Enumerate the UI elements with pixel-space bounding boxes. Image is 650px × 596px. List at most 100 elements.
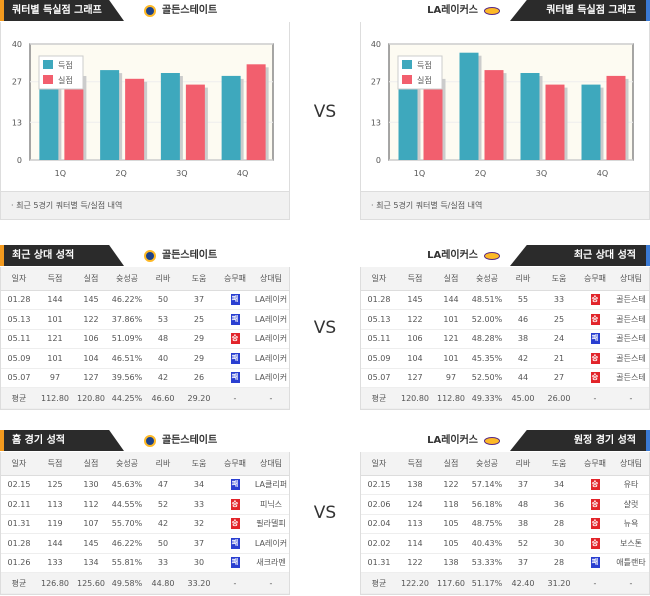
bar-득점 [221,75,241,160]
bar-실점 [545,84,565,160]
legend-label: 득점 [58,60,73,70]
result-cell: 승 [577,475,613,495]
table-cell: 53 [145,309,181,330]
table-cell: LA클리퍼 [253,475,289,495]
table-cell: 51.09% [109,329,145,349]
legend-label: 실점 [417,75,432,85]
column-header: 실점 [433,452,469,476]
average-cell: - [613,387,649,409]
table-cell: 47 [145,475,181,495]
bar-실점 [64,73,84,160]
table-cell: 05.09 [1,348,37,369]
gsw-logo-icon [144,434,156,447]
team-label: LA레이커스 [427,245,500,266]
table-row: 02.11 113 112 44.55% 52 33 승 피닉스 [1,494,289,515]
average-cell: 120.80 [73,387,109,409]
result-cell: 승 [217,329,253,349]
lakers-logo-icon [484,251,500,260]
average-cell: 46.60 [145,387,181,409]
table-row: 02.04 113 105 48.75% 38 28 승 뉴욕 [361,514,649,534]
result-cell: 패 [217,368,253,388]
table-cell: 골든스테 [613,368,649,388]
table-cell: 46.22% [109,533,145,554]
table-row: 02.15 138 122 57.14% 37 34 승 유타 [361,475,649,495]
legend-swatch [43,75,53,84]
average-cell: 49.33% [469,387,505,409]
result-cell: 패 [217,553,253,573]
average-cell: 45.00 [505,387,541,409]
table-cell: 33 [541,290,577,310]
table-cell: 애틀랜타 [613,553,649,573]
table-cell: 55.70% [109,514,145,534]
loss-badge: 패 [230,313,240,325]
section-title: 원정 경기 성적 [510,430,650,451]
table-cell: 127 [73,368,109,388]
table-cell: 48.51% [469,290,505,310]
table-cell: 119 [37,514,73,534]
table-cell: 24 [541,329,577,349]
table-cell: 뉴욕 [613,514,649,534]
column-header: 일자 [361,267,397,291]
x-tick-label: 1Q [414,169,425,178]
table-header: 일자 득점 실점 슛성공 리바 도움 승무패 상대팀 [361,452,649,476]
loss-badge: 패 [230,372,240,384]
table-cell: 01.31 [1,514,37,534]
column-header: 득점 [397,267,433,291]
win-badge: 승 [590,498,600,510]
table-cell: 37 [181,290,217,310]
table-cell: 121 [37,329,73,349]
table-cell: 36 [541,494,577,515]
result-cell: 승 [577,309,613,330]
x-tick-label: 4Q [237,169,248,178]
table-cell: LA레이커 [253,329,289,349]
table-section: 최근 상대 성적 골든스테이트 일자 득점 실점 슛성공 리바 도움 승무패 상대팀 01.28 14… [0,245,290,410]
y-tick-label: 27 [371,78,381,87]
table-row: 05.09 104 101 45.35% 42 21 승 골든스테 [361,348,649,369]
legend-label: 실점 [58,75,73,85]
column-header: 승무패 [577,452,613,476]
team-label: 골든스테이트 [144,430,217,451]
table-cell: 122 [73,309,109,330]
average-row: 평균 120.80 112.80 49.33% 45.00 26.00- - [361,387,649,409]
win-badge: 승 [230,333,240,345]
average-cell: - [217,387,253,409]
table-cell: 39.56% [109,368,145,388]
win-badge: 승 [590,518,600,530]
table-header: 일자 득점 실점 슛성공 리바 도움 승무패 상대팀 [1,452,289,476]
table-cell: 106 [397,329,433,349]
average-cell: - [253,387,289,409]
table-cell: 33 [145,553,181,573]
average-cell: 33.20 [181,572,217,594]
table-header: 일자 득점 실점 슛성공 리바 도움 승무패 상대팀 [361,267,649,291]
table-row: 02.15 125 130 45.63% 47 34 패 LA클리퍼 [1,475,289,495]
table-row: 02.06 124 118 56.18% 48 36 승 샬럿 [361,494,649,515]
table-cell: 05.13 [1,309,37,330]
table-cell: 02.15 [1,475,37,495]
table-cell: 48.28% [469,329,505,349]
result-cell: 패 [217,290,253,310]
column-header: 승무패 [217,452,253,476]
team-name: 골든스테이트 [162,5,218,16]
table-cell: 107 [73,514,109,534]
average-cell: 44.80 [145,572,181,594]
result-cell: 패 [577,553,613,573]
table-cell: 37 [505,553,541,573]
average-cell: - [577,387,613,409]
legend-label: 득점 [417,60,432,70]
table-cell: 25 [541,309,577,330]
table-cell: 106 [73,329,109,349]
table-cell: 05.09 [361,348,397,369]
table-cell: 130 [73,475,109,495]
bar-실점 [606,75,626,160]
lal-quarter-chart-section: 쿼터별 득실점 그래프 LA레이커스 0 13 27 40 1Q 2Q 3Q 4Q 득점 실점 ·… [360,0,650,220]
table-cell: 02.11 [1,494,37,515]
table-cell: 37.86% [109,309,145,330]
y-tick-label: 40 [12,40,22,49]
table-cell: 01.28 [1,290,37,310]
table-cell: 새크라멘 [253,553,289,573]
column-header: 일자 [1,267,37,291]
table-cell: 134 [73,553,109,573]
loss-badge: 패 [230,479,240,491]
table-cell: 필라델피 [253,514,289,534]
